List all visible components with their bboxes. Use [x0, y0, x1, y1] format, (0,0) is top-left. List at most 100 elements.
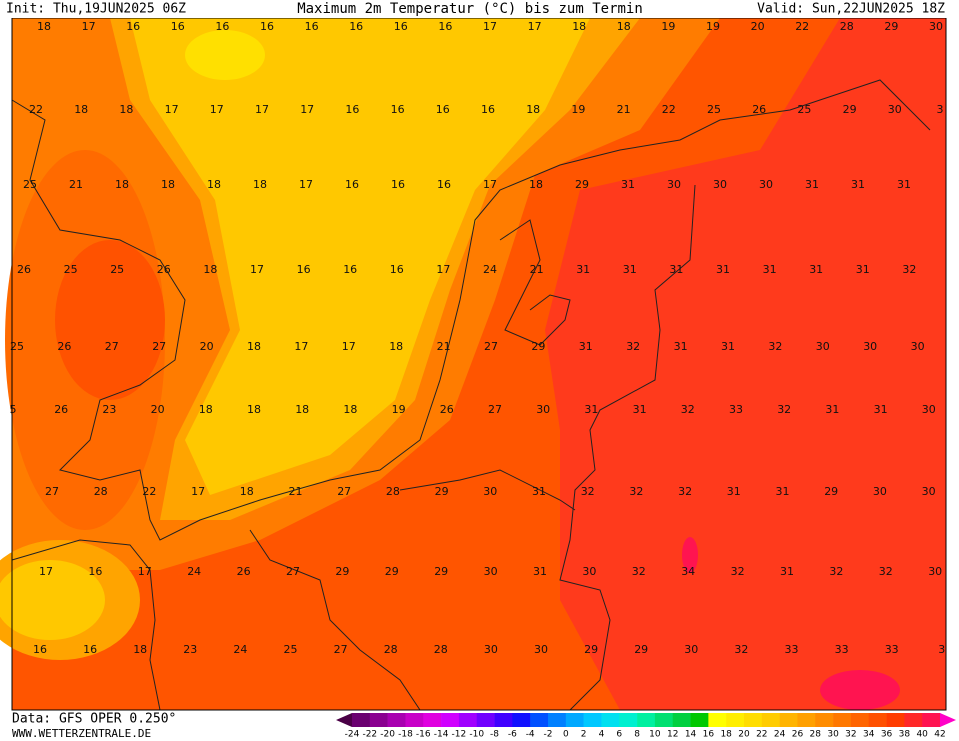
colorbar-tick-label: 20	[738, 730, 750, 740]
temperature-label: 34	[681, 565, 695, 578]
temperature-label: 33	[729, 403, 743, 416]
temperature-label: 22	[29, 103, 43, 116]
temperature-label: 31	[533, 565, 547, 578]
temperature-label: 28	[94, 485, 108, 498]
temperature-label: 25	[284, 643, 298, 656]
temperature-label: 17	[82, 20, 96, 33]
temperature-label: 31	[856, 263, 870, 276]
temperature-label: 18	[247, 403, 261, 416]
temperature-label: 31	[633, 403, 647, 416]
colorbar-tick-label: 30	[827, 730, 839, 740]
temperature-label: 32	[629, 485, 643, 498]
colorbar-tick-label: -16	[416, 730, 431, 740]
temperature-label: 31	[874, 403, 888, 416]
temperature-label: 27	[152, 340, 166, 353]
temperature-label: 32	[731, 565, 745, 578]
colorbar-box	[458, 713, 478, 727]
temperature-label: 30	[484, 643, 498, 656]
temperature-label: 21	[69, 178, 83, 191]
colorbar-tick-label: 18	[720, 730, 732, 740]
temperature-label: 16	[215, 20, 229, 33]
temperature-label: 17	[342, 340, 356, 353]
temperature-label: 30	[911, 340, 925, 353]
colorbar-tick-label: 12	[667, 730, 678, 740]
temperature-label: 26	[752, 103, 766, 116]
colorbar-box	[565, 713, 584, 727]
temperature-label: 17	[436, 263, 450, 276]
colorbar-box	[922, 713, 941, 727]
temperature-label: 31	[584, 403, 598, 416]
colorbar-box	[441, 713, 460, 727]
temperature-label: 22	[662, 103, 676, 116]
temperature-label: 16	[481, 103, 495, 116]
field-cool-spot	[185, 30, 265, 80]
coastline	[11, 79, 931, 541]
temperature-label: 32	[632, 565, 646, 578]
temperature-label: 32	[902, 263, 916, 276]
temperature-label: 20	[751, 20, 765, 33]
temperature-label: 27	[484, 340, 498, 353]
colorbar-tick-label: 0	[563, 730, 569, 740]
temperature-label: 26	[54, 403, 68, 416]
temperature-label: 30	[863, 340, 877, 353]
temperature-label: 32	[681, 403, 695, 416]
temperature-label: 16	[83, 643, 97, 656]
temperature-label: 30	[928, 565, 942, 578]
colorbar-tick-label: 10	[649, 730, 661, 740]
temperature-label: 18	[526, 103, 540, 116]
temperature-label: 25	[797, 103, 811, 116]
temperature-label: 32	[829, 565, 843, 578]
temperature-label: 16	[343, 263, 357, 276]
header-bar	[0, 0, 959, 18]
colorbar-tick-label: 26	[792, 730, 804, 740]
colorbar-arrow	[336, 713, 352, 727]
temperature-label: 16	[437, 178, 451, 191]
temperature-label: 31	[721, 340, 735, 353]
colorbar-box	[690, 713, 709, 727]
temperature-label: 26	[237, 565, 251, 578]
temperature-label: 29	[531, 340, 545, 353]
temperature-label: 16	[345, 178, 359, 191]
init-time: Init: Thu,19JUN2025 06Z	[6, 2, 186, 17]
temperature-label: 29	[843, 103, 857, 116]
temperature-label: 21	[437, 340, 451, 353]
temperature-label: 27	[105, 340, 119, 353]
temperature-label: 30	[667, 178, 681, 191]
colorbar-box	[601, 713, 620, 727]
temperature-label: 29	[584, 643, 598, 656]
colorbar-tick-label: -4	[526, 730, 535, 740]
colorbar-arrow	[940, 713, 956, 727]
temperature-label: 5	[10, 403, 17, 416]
temperature-label: 21	[289, 485, 303, 498]
temperature-label: 32	[734, 643, 748, 656]
temperature-label: 31	[621, 178, 635, 191]
temperature-label: 31	[851, 178, 865, 191]
temperature-label: 31	[727, 485, 741, 498]
temperature-label: 25	[23, 178, 37, 191]
temperature-label: 18	[529, 178, 543, 191]
colorbar-box	[868, 713, 887, 727]
colorbar-box	[654, 713, 674, 727]
temperature-label: 30	[873, 485, 887, 498]
temperature-label: 31	[805, 178, 819, 191]
temperature-label: 19	[661, 20, 675, 33]
temperature-label: 30	[582, 565, 596, 578]
temperature-label: 33	[885, 643, 899, 656]
temperature-label: 16	[390, 263, 404, 276]
temperature-label: 31	[669, 263, 683, 276]
coastlines	[11, 79, 931, 711]
colorbar-box	[797, 713, 816, 727]
temperature-label: 29	[575, 178, 589, 191]
temperature-label: 30	[816, 340, 830, 353]
colorbar-box	[744, 713, 763, 727]
colorbar-box	[637, 713, 656, 727]
colorbar-tick-label: -10	[469, 730, 484, 740]
colorbar-tick-label: 38	[899, 730, 911, 740]
temperature-label: 23	[183, 643, 197, 656]
temperature-label: 17	[39, 565, 53, 578]
temperature-label: 18	[203, 263, 217, 276]
temperature-label: 31	[776, 485, 790, 498]
temperature-label: 18	[133, 643, 147, 656]
temperature-label: 21	[617, 103, 631, 116]
colorbar-box	[850, 713, 870, 727]
